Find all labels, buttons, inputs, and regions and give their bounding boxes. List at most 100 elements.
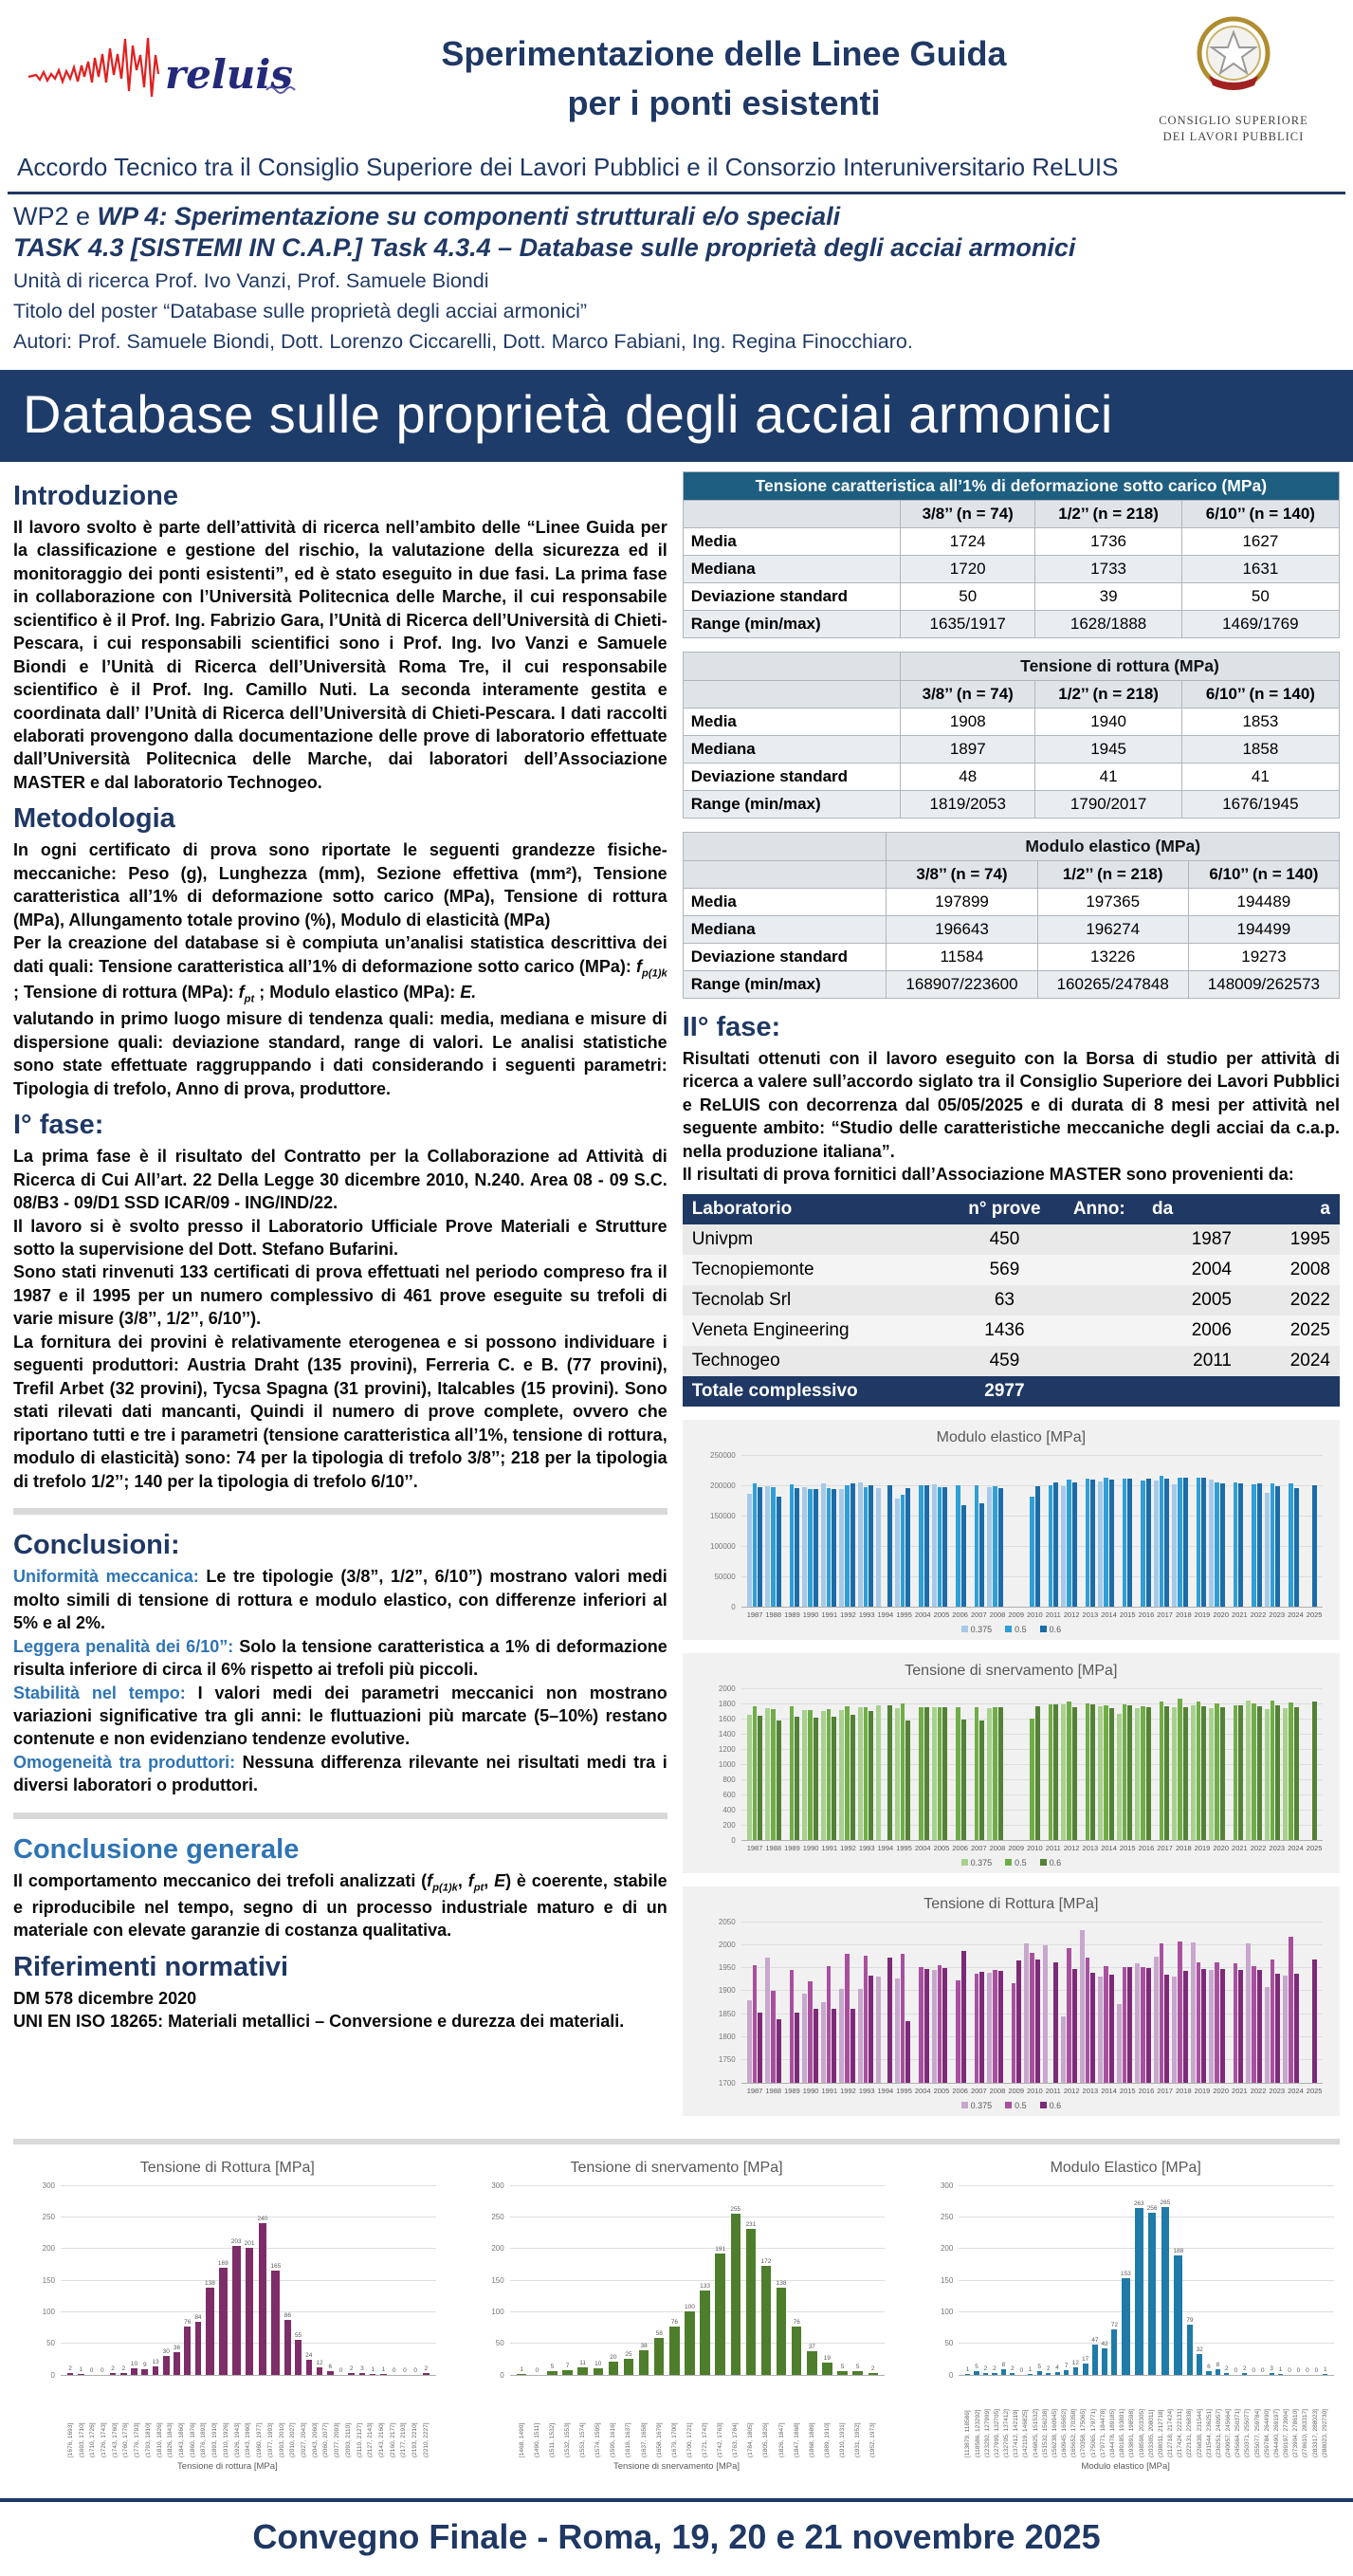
y-tick-label: 1600 <box>718 1714 736 1723</box>
bin-label-cell: (245664, 250371] <box>1234 2378 1241 2457</box>
x-tick-label: (208011, 212718] <box>1157 2409 1164 2457</box>
bin-label-cell: (236251, 240957] <box>1216 2378 1222 2457</box>
value-label: 38 <box>640 2343 648 2350</box>
bar-column: 86 <box>283 2186 291 2375</box>
bar <box>997 1487 1003 1607</box>
bar <box>1256 1705 1262 1840</box>
bar <box>1034 1959 1040 2083</box>
grid-line <box>509 2310 886 2312</box>
bin-label-cell: (1889, 1910] <box>821 2378 833 2457</box>
stat-column-header: 6/10’’ (n = 140) <box>1180 679 1341 708</box>
bar-column: 4 <box>1054 2186 1060 2375</box>
bar <box>131 2367 137 2375</box>
y-tick-label: 150 <box>491 2275 504 2285</box>
x-tick-label: 1994 <box>877 1610 894 1619</box>
bar-group <box>1006 1456 1022 1607</box>
bar-column: 0 <box>1251 2186 1256 2375</box>
bar <box>1053 1482 1059 1607</box>
grid-line <box>959 2279 1335 2281</box>
x-tick-label: 2008 <box>989 1610 1006 1619</box>
lab-spacer <box>1143 1375 1241 1407</box>
bar-column: 2 <box>109 2186 117 2375</box>
bar <box>1067 1701 1071 1840</box>
grid-line <box>959 2343 1335 2345</box>
value-label: 76 <box>793 2318 800 2326</box>
bar-column: 7 <box>1063 2186 1070 2375</box>
y-tick-label: 200 <box>491 2244 504 2254</box>
bin-label-cell: (146825, 151532] <box>1033 2378 1039 2457</box>
bar <box>822 2362 832 2375</box>
fp1k-symbol: f <box>636 956 643 976</box>
fpt-subscript: pt <box>244 994 255 1006</box>
bar <box>789 1706 795 1840</box>
x-tick-label: (2077, 2093] <box>334 2422 341 2457</box>
bar-group <box>1191 1456 1207 1607</box>
x-tick-label: 2006 <box>952 1610 968 1619</box>
bar-column: 2 <box>1045 2186 1051 2375</box>
x-tick-label: 2022 <box>1250 1610 1267 1619</box>
stat-cell: 1908 <box>900 707 1036 736</box>
bar <box>1042 1944 1048 2083</box>
x-tick-label: 2009 <box>1008 2086 1025 2095</box>
bar-group <box>1172 1689 1188 1840</box>
value-label: 240 <box>257 2215 268 2222</box>
lab-prove: 1436 <box>945 1315 1064 1346</box>
bar <box>752 1965 758 2083</box>
bin-label-cell: (1826, 1843] <box>166 2378 174 2457</box>
bar-group <box>765 1923 781 2083</box>
bar-column: 2 <box>867 2186 879 2375</box>
bar <box>845 1706 850 1840</box>
fp1k-symbol: f <box>427 1870 433 1890</box>
y-tick-label: 1900 <box>718 1986 736 1996</box>
bar-group <box>876 1689 892 1840</box>
value-label: 172 <box>760 2257 772 2265</box>
bin-label-cell: (151532, 156238] <box>1042 2378 1049 2457</box>
bar-group <box>1190 1689 1207 1840</box>
stat-column-header: 6/10’’ (n = 140) <box>1180 499 1341 528</box>
bar <box>1190 1705 1196 1840</box>
bin-label-cell: (1826, 1847] <box>776 2378 788 2457</box>
stat-cell: 39 <box>1034 581 1182 611</box>
bar <box>942 1967 948 2083</box>
conclusione-lead: Stabilità nel tempo: <box>13 1683 186 1702</box>
lab-row: Veneta Engineering 1436 2006 2025 <box>682 1315 1340 1346</box>
bar-column: 5 <box>836 2186 849 2375</box>
bar <box>1054 2371 1060 2375</box>
bin-label-cell: (2193, 2210] <box>411 2378 419 2457</box>
x-tick-label: 2010 <box>1027 1843 1043 1852</box>
bar-group <box>1006 1689 1022 1840</box>
formula-pre: Per la creazione del database si è compi… <box>13 933 667 976</box>
bar <box>1172 1976 1178 2083</box>
value-label: 6 <box>1207 2363 1211 2370</box>
x-axis-labels: 1987 1988 1989 1990 1991 1992 1993 1994 1995 2004… <box>741 1844 1323 1852</box>
legend-label: 0.5 <box>1015 2100 1027 2110</box>
bar <box>1104 1966 1108 2083</box>
conclusione-generale-title: Conclusione generale <box>13 1833 300 1865</box>
bar <box>1201 1478 1207 1607</box>
conclusione-text: Le tre tipologie (3/8”, 1/2”, 6/10”) mos… <box>13 1567 667 1633</box>
bar-group <box>1061 1923 1077 2083</box>
chart-h-modulo: Modulo Elastico [MPa] 0 50 100 150 200 250 300 1… <box>904 2153 1348 2477</box>
fase1-p3: Sono stati rinvenuti 133 certificati di … <box>13 1262 667 1329</box>
legend-item: 0.6 <box>1039 1625 1061 1634</box>
x-tick-label: 1988 <box>765 1843 782 1852</box>
stat-table: Tensione di rottura (MPa) 3/8’’ (n = 74) 1… <box>682 651 1341 819</box>
grid-line <box>509 2184 886 2186</box>
x-tick-label: (1910, 1931] <box>839 2422 847 2457</box>
bar <box>1238 1483 1244 1607</box>
grid-line <box>61 2184 436 2186</box>
y-tick-label: 1200 <box>718 1744 736 1754</box>
value-label: 10 <box>594 2360 602 2367</box>
stat-column-header: 3/8’’ (n = 74) <box>900 679 1036 708</box>
stat-table-body: Modulo elastico (MPa) 3/8’’ (n = 74) 1/2’’… <box>682 831 1341 999</box>
bar-group <box>913 1689 929 1840</box>
x-tick-label: (179771, 184478] <box>1099 2408 1106 2457</box>
lab-row: Univpm 450 1987 1995 <box>682 1224 1340 1255</box>
bar <box>868 1976 874 2083</box>
bar <box>863 1955 868 2083</box>
bar <box>1030 1496 1034 1607</box>
x-tick-label: 2004 <box>914 2086 931 2095</box>
bar <box>1085 1958 1090 2083</box>
bar <box>900 1494 905 1607</box>
bar <box>653 2337 665 2375</box>
